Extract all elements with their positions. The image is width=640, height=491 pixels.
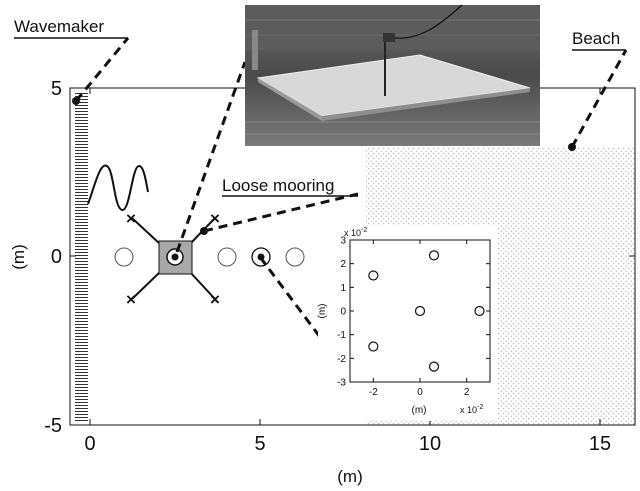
inset-x-tick-label: -2 [369,387,378,398]
y-tick-label-5: 5 [51,78,62,100]
tank-photo [245,4,540,146]
x-tick-label-10: 10 [419,433,441,455]
gauge-circle [285,247,305,267]
x-tick-label-5: 5 [254,433,265,455]
inset-background [318,225,498,421]
beach-label: Beach [572,29,620,48]
inset-scatter-point [368,341,379,352]
inset-y-tick-label: -3 [337,378,346,389]
inset-x-tick-label: 2 [464,387,470,398]
inset-y-exponent: x 10-2 [344,227,367,238]
inset-y-tick-label: 1 [340,283,346,294]
inset-x-exponent: x 10-2 [460,404,483,415]
inset-y-tick-label: 0 [340,307,346,318]
x-axis-label: (m) [337,467,362,486]
anchor-x-icon: × [210,209,220,228]
inset-scatter-point [368,270,379,281]
inset-scatter-point [414,305,426,317]
inset-y-axis-label: (m) [317,304,328,319]
inset-scatter-point [428,361,440,372]
y-axis-label: (m) [9,244,28,269]
inset-y-tick-label: -1 [337,330,346,341]
loose-mooring-label: Loose mooring [222,176,334,195]
anchor-x-icon: × [126,290,136,309]
gauge-circle [217,247,237,267]
wavemaker-pointer-dot [72,97,80,105]
inset-y-tick-label: -2 [337,354,346,365]
inset-scatter-point [428,250,440,261]
y-tick-label-0: 0 [51,246,62,268]
inset-x-axis-label: (m) [412,405,427,416]
anchor-x-icon: × [126,209,136,228]
inset-ticks: 3 2 1 0 -1 -2 -3 -2 0 2 [337,236,490,398]
inset-scatter-point [474,305,485,317]
plate-gauge-dot [171,253,179,261]
mooring-pointer-dot [200,227,208,235]
x-tick-label-15: 15 [589,433,611,455]
y-tick-label-neg5: -5 [44,415,62,437]
axis-ticks [70,87,635,426]
wavemaker-strip [75,92,88,422]
callout-lines [74,37,628,346]
beach-pointer-dot [568,143,576,151]
inset-x-tick-label: 0 [417,387,423,398]
inset-y-tick-label: 3 [340,236,346,247]
anchor-x-icon: × [210,290,220,309]
gauge-circle [114,247,134,267]
inset-scatter: 3 2 1 0 -1 -2 -3 -2 0 2 (m) (m) x 10-2 x 10-2 [317,225,498,421]
x-tick-label-0: 0 [84,433,95,455]
inset-points [368,250,485,372]
wave-symbol [87,164,149,212]
inset-y-tick-label: 2 [340,259,346,270]
wavemaker-label: Wavemaker [14,17,104,36]
